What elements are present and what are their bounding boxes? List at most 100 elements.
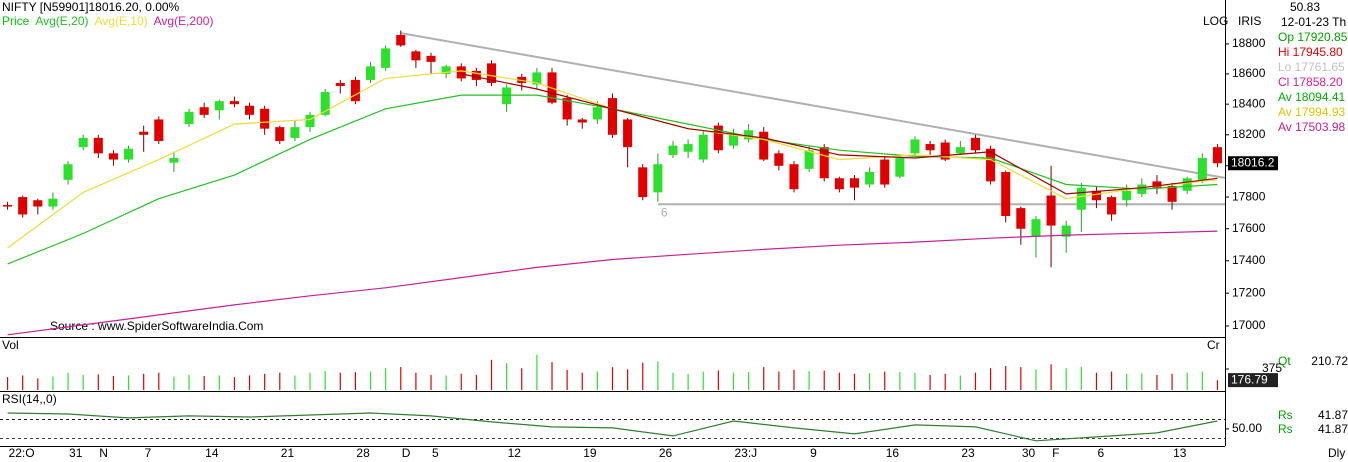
candle-body [48, 198, 58, 207]
y-tick-label: 17200 [1232, 285, 1266, 299]
candle-body [804, 150, 814, 169]
x-tick-label: 28 [356, 446, 370, 460]
candle-body [607, 98, 618, 135]
candle-body [78, 137, 88, 148]
candle-body [789, 164, 799, 190]
info-label: Rs [1278, 408, 1293, 422]
last-value-label: 18016.2 [1231, 155, 1275, 169]
candle-body [411, 51, 421, 61]
legend-entry: Price [2, 14, 30, 28]
x-tick-label: 16 [886, 446, 900, 460]
y-tick-label: 18600 [1232, 66, 1266, 80]
candle-body [305, 114, 315, 128]
x-tick-label: N [99, 446, 108, 460]
x-tick-label: 23:J [734, 446, 757, 460]
y-tick-label: 17000 [1232, 318, 1266, 332]
y-tick-label: 17800 [1232, 189, 1266, 203]
corner-label: Cr [1207, 338, 1220, 352]
panel-title: Vol [2, 338, 19, 352]
info-value: 41.87 [1318, 422, 1348, 436]
candle-body [668, 145, 678, 155]
trendline-label: 6 [661, 205, 668, 219]
info-item: Lo 17761.65 [1278, 60, 1345, 74]
candle-body [986, 148, 996, 182]
candle-body [1046, 195, 1056, 226]
candle-body [1061, 225, 1071, 237]
candle-body [169, 157, 179, 163]
candle-body [350, 79, 360, 102]
info-item: Av 17994.93 [1278, 105, 1345, 119]
candle-body [63, 164, 73, 180]
candle-body [1212, 147, 1222, 164]
candle-body [562, 98, 572, 120]
x-tick-label: 31 [69, 446, 83, 460]
x-tick-label: 30 [1022, 446, 1036, 460]
y-tick-label: 18200 [1232, 127, 1266, 141]
last-value-label: 176.79 [1231, 372, 1268, 386]
candle-body [1182, 178, 1192, 191]
candle-body [1167, 186, 1177, 202]
candle-body [955, 147, 965, 154]
candle-body [124, 148, 134, 160]
candle-body [1031, 219, 1041, 237]
candle-body [3, 204, 13, 207]
candle-body [471, 70, 481, 80]
candle-body [381, 48, 391, 68]
y-tick-label: 18800 [1232, 36, 1266, 50]
x-tick-label: 19 [583, 446, 597, 460]
candle-body [623, 119, 633, 148]
candle-body [396, 34, 406, 46]
candle-body [1152, 181, 1162, 188]
chart-title: NIFTY [N59901]18016.20, 0.00% [2, 0, 180, 14]
x-tick-label: F [1052, 446, 1059, 460]
candle-body [139, 131, 149, 135]
candle-body [683, 144, 693, 152]
info-date: 12-01-23 Th [1281, 15, 1346, 29]
x-tick-label: 23 [961, 446, 975, 460]
candle-body [925, 144, 935, 151]
y-tick-label: 375 [1262, 361, 1282, 375]
candle-body [486, 63, 497, 83]
last-value-box [1228, 373, 1278, 388]
candle-body [728, 134, 739, 146]
x-tick-label: 9 [810, 446, 817, 460]
candle-body [1076, 187, 1086, 210]
x-tick-label: 22:O [9, 446, 35, 460]
candle-body [1122, 190, 1132, 201]
line [400, 32, 1226, 179]
candle-body [154, 119, 164, 141]
candle-body [426, 55, 436, 62]
line [7, 412, 1218, 442]
y-tick-label: 17400 [1232, 253, 1266, 267]
last-value-box [1228, 156, 1278, 171]
y-tick-label: 17600 [1232, 221, 1266, 235]
candle-body [1091, 190, 1101, 201]
legend-entry: Avg(E,200) [154, 14, 214, 28]
candle-body [502, 87, 512, 105]
period-label: Dly [1328, 446, 1345, 460]
candle-body [713, 125, 723, 151]
candle-body [199, 107, 209, 115]
line [7, 230, 1218, 336]
candle-body [441, 66, 451, 74]
candle-body [290, 127, 300, 138]
x-tick-label: 5 [432, 446, 439, 460]
candle-body [214, 101, 224, 111]
candle-body [849, 178, 860, 188]
candle-body [93, 137, 103, 154]
legend-entry: Avg(E,20) [35, 14, 88, 28]
source-note: Source : www.SpiderSoftwareIndia.Com [50, 319, 263, 333]
candle-body [532, 72, 542, 85]
candle-body [229, 101, 239, 105]
info-item: Hi 17945.80 [1278, 45, 1343, 59]
x-tick-label: 12 [508, 446, 522, 460]
legend-entry: Avg(E,10) [94, 14, 147, 28]
candle-body [1107, 197, 1117, 215]
candle-body [910, 139, 920, 154]
info-item: Op 17920.85 [1278, 30, 1348, 44]
candle-body [940, 142, 950, 160]
axis-label: IRIS [1238, 14, 1261, 28]
x-tick-label: 26 [659, 446, 673, 460]
candle-body [18, 197, 28, 215]
